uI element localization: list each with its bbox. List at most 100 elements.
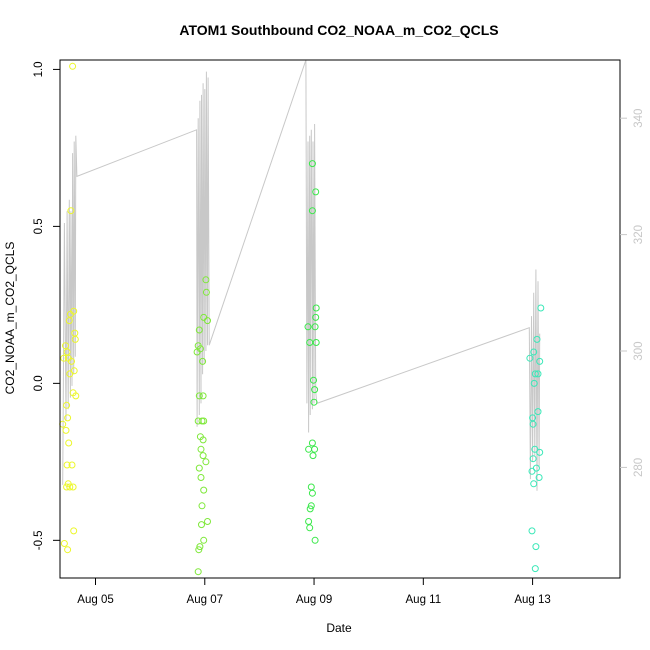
data-point [65,439,73,447]
data-point [305,518,313,525]
data-point [199,436,207,444]
data-point [195,326,203,334]
data-point [64,414,72,422]
data-point [195,546,203,554]
x-tick-label: Aug 13 [514,594,550,606]
data-point [534,370,542,378]
data-point [69,483,77,491]
data-point [198,502,206,510]
y-axis-label: CO2_NOAA_m_CO2_QCLS [3,242,17,395]
data-point [528,527,536,535]
data-point [198,521,205,529]
y-tick-label: 0.5 [33,218,45,234]
data-point [311,536,319,544]
data-point [310,398,318,406]
data-point [308,489,316,497]
x-axis-label: Date [326,621,352,635]
qcls-line-layer [62,59,541,491]
data-point [311,445,319,453]
y-tick-label: -0.5 [33,530,45,550]
data-point [68,357,75,365]
data-point [71,335,79,343]
data-point [531,445,539,453]
x-tick-label: Aug 09 [296,594,332,606]
data-point [194,568,202,576]
data-point [199,452,207,460]
data-point [532,543,540,551]
data-point [195,464,203,472]
data-point [64,546,72,554]
y2-tick-label: 340 [633,109,645,128]
data-point [530,480,538,488]
data-point [530,379,538,387]
data-point [309,452,317,460]
data-point [529,420,537,428]
data-point [62,342,69,350]
data-point [528,467,536,475]
data-point [530,348,538,356]
data-point [72,392,80,400]
data-point [200,486,208,494]
data-point [200,417,208,425]
data-point [536,448,544,456]
data-point [70,527,78,535]
data-point [200,536,208,544]
plot-frame [59,59,621,579]
data-point [66,370,74,378]
data-point [195,392,203,400]
data-point [307,502,315,510]
data-point [197,474,205,481]
data-point [531,565,539,573]
data-point [60,354,68,362]
data-point [311,386,319,394]
y2-tick-label: 320 [633,225,645,244]
data-point [533,335,541,343]
data-point [312,313,320,321]
x-tick-label: Aug 07 [187,594,223,606]
data-point [67,207,75,215]
data-point [305,445,313,453]
data-point [202,288,210,296]
data-point [531,370,539,378]
data-point [63,401,71,409]
data-point [196,345,204,353]
data-point [308,160,316,168]
data-point [537,304,545,312]
data-point [65,317,73,325]
x-tick-label: Aug 05 [77,594,113,606]
data-point [312,339,320,346]
data-point [526,354,534,362]
data-point [204,518,211,525]
data-point [308,207,316,215]
axes-layer: Aug 05 Aug 07 Aug 09 Aug 11 Aug 13 -0.5 0.0 0.5… [33,59,645,606]
data-point [202,458,210,466]
data-point [535,474,543,481]
data-point [312,188,320,196]
data-point [306,505,314,513]
data-point [202,276,210,284]
points-layer [59,62,545,576]
data-point [204,317,211,325]
chart-title: ATOM1 Southbound CO2_NOAA_m_CO2_QCLS [179,22,498,38]
data-point [62,426,70,434]
data-point [306,524,314,532]
y2-tick-label: 300 [633,341,645,360]
x-tick-label: Aug 11 [406,594,442,606]
data-point [68,461,76,469]
data-point [529,455,537,463]
qcls-series-line [62,59,541,491]
data-point [311,323,319,331]
data-point [197,445,205,453]
data-point [307,483,315,491]
data-point [199,357,207,365]
data-point [312,304,320,312]
data-point [199,392,207,400]
data-point [63,461,71,469]
data-point [304,323,312,331]
data-point [310,376,317,384]
data-point [536,357,544,365]
y-tick-label: 1.0 [33,61,45,77]
y2-tick-label: 280 [633,458,645,477]
data-point [60,540,68,547]
